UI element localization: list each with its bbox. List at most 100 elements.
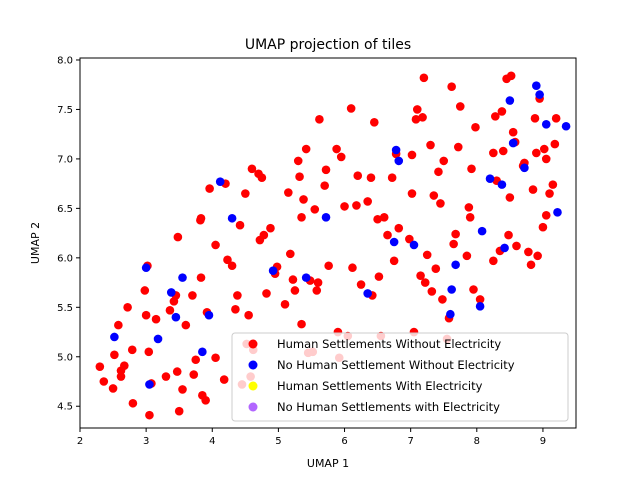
data-point [280, 300, 290, 309]
data-point [548, 180, 558, 189]
data-point [241, 189, 250, 198]
data-point [553, 208, 562, 217]
data-point [379, 212, 389, 222]
data-point [174, 406, 184, 416]
data-point [123, 303, 132, 312]
y-tick-label: 7.5 [57, 105, 73, 116]
data-point [233, 291, 242, 300]
data-point [128, 398, 138, 408]
data-point [144, 347, 154, 357]
legend-marker-no-human-with-electricity [248, 402, 258, 412]
legend-label-human-with-electricity: Human Settlements With Electricity [277, 379, 483, 393]
x-tick-label: 3 [143, 436, 149, 447]
legend-marker-no-human-no-electricity [248, 360, 258, 370]
data-point [438, 295, 447, 304]
data-point [449, 239, 458, 249]
data-point [321, 165, 331, 175]
y-tick-label: 8.0 [57, 55, 73, 66]
x-tick-label: 6 [341, 436, 347, 447]
y-tick-label: 6.5 [57, 204, 73, 215]
legend: Human Settlements Without Electricity No… [231, 332, 569, 422]
data-point [171, 312, 181, 322]
data-point [409, 240, 419, 250]
data-point [485, 174, 495, 183]
data-point [464, 203, 474, 212]
data-point [389, 237, 399, 247]
data-point [99, 377, 109, 386]
data-point [497, 180, 507, 189]
data-point [324, 261, 333, 271]
data-point [416, 271, 425, 280]
data-point [178, 385, 187, 394]
y-tick-label: 7.0 [57, 154, 73, 165]
data-point [141, 263, 151, 273]
data-point [508, 138, 518, 148]
data-point [535, 90, 544, 99]
data-point [447, 285, 456, 294]
data-point [541, 210, 551, 220]
data-point [181, 320, 191, 330]
data-point [538, 222, 548, 232]
data-point [227, 261, 237, 271]
data-point [394, 156, 404, 166]
data-point [95, 362, 105, 371]
y-tick-label: 6.0 [57, 253, 73, 264]
data-point [172, 367, 182, 376]
data-point [429, 191, 439, 200]
legend-marker-human-no-electricity [248, 339, 258, 349]
data-point [293, 156, 303, 166]
legend-label-no-human-no-electricity: No Human Settlement Without Electricity [277, 358, 515, 372]
data-point [374, 272, 384, 281]
data-point [140, 286, 150, 295]
data-point [407, 150, 417, 160]
plot-frame [79, 57, 577, 429]
legend-frame [231, 332, 569, 422]
data-point [506, 71, 516, 81]
data-point [366, 173, 376, 183]
data-point [418, 113, 427, 122]
data-point [299, 195, 308, 204]
data-point [520, 163, 529, 173]
data-point [259, 230, 269, 240]
data-point [431, 264, 441, 274]
data-point [475, 295, 485, 304]
data-point [313, 278, 323, 287]
data-point [310, 205, 320, 214]
chart-title: UMAP projection of tiles [245, 37, 411, 53]
y-tick-label: 4.5 [57, 402, 73, 413]
data-point [530, 114, 540, 123]
data-point [284, 188, 293, 197]
data-point [541, 119, 551, 129]
data-point [353, 171, 363, 181]
data-point [434, 167, 443, 177]
data-point [320, 181, 329, 190]
legend-label-no-human-with-electricity: No Human Settlements with Electricity [277, 400, 500, 414]
data-point [116, 372, 126, 381]
data-point [297, 212, 306, 222]
data-point [427, 287, 437, 296]
data-point [451, 260, 460, 270]
data-point [257, 173, 267, 183]
data-point [153, 334, 163, 344]
y-tick-label: 5.0 [57, 352, 73, 363]
data-point [127, 345, 137, 355]
data-point [489, 256, 498, 266]
data-point [467, 164, 476, 174]
data-point [166, 288, 176, 297]
data-point [227, 213, 237, 223]
data-point [288, 275, 298, 284]
data-point [422, 250, 432, 260]
data-point [539, 144, 549, 154]
x-tick-label: 4 [209, 436, 215, 447]
data-point [491, 112, 500, 121]
data-point [315, 115, 324, 124]
y-tick-label: 5.5 [57, 303, 73, 314]
data-point [312, 286, 322, 295]
x-axis: 2 3 4 5 6 7 8 9 [77, 428, 546, 447]
data-point [505, 193, 515, 202]
data-point [196, 273, 206, 282]
data-point [223, 255, 232, 265]
data-point [295, 172, 304, 182]
data-point [532, 148, 541, 158]
